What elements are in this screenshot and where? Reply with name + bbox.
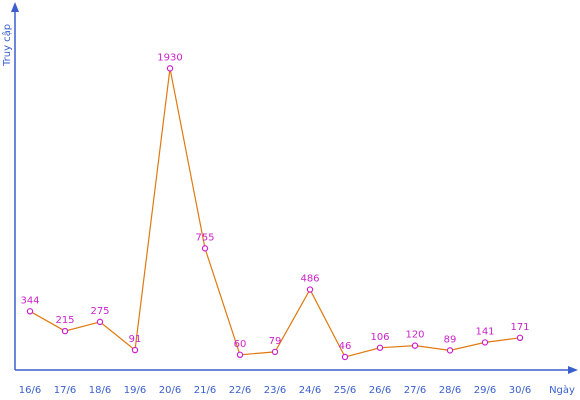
data-label: 275 — [90, 306, 109, 317]
data-point — [131, 346, 139, 354]
data-point — [236, 351, 244, 359]
data-label: 141 — [475, 326, 494, 337]
data-point — [306, 286, 314, 293]
data-point — [481, 339, 489, 346]
data-point — [61, 327, 69, 335]
x-tick-label: 28/6 — [439, 385, 461, 396]
axes: Truy cập Ngày — [1, 2, 578, 396]
data-point — [341, 353, 349, 361]
data-label: 344 — [20, 295, 39, 306]
data-label: 215 — [55, 315, 74, 326]
x-axis-arrow — [568, 366, 578, 374]
data-label: 755 — [195, 232, 214, 243]
x-tick-label: 19/6 — [124, 385, 146, 396]
x-tick-label: 18/6 — [89, 385, 111, 396]
x-tick-label: 22/6 — [229, 385, 251, 396]
data-point — [411, 342, 419, 349]
data-label: 1930 — [157, 52, 182, 63]
data-label: 60 — [234, 339, 247, 350]
x-tick-labels: 16/6 17/6 18/6 19/6 20/6 21/6 22/6 23/6 24/6 25/6… — [19, 385, 531, 396]
data-label: 46 — [339, 341, 352, 352]
x-tick-label: 24/6 — [299, 385, 321, 396]
x-tick-label: 26/6 — [369, 385, 391, 396]
data-point — [26, 308, 34, 315]
x-tick-label: 27/6 — [404, 385, 426, 396]
data-point — [201, 245, 209, 252]
x-tick-label: 17/6 — [54, 385, 76, 396]
x-tick-label: 21/6 — [194, 385, 216, 396]
data-label: 89 — [444, 334, 457, 345]
x-tick-label: 25/6 — [334, 385, 356, 396]
data-label: 486 — [300, 274, 319, 285]
y-axis-arrow — [11, 2, 19, 12]
data-label: 91 — [129, 334, 142, 345]
data-point — [96, 318, 104, 326]
x-tick-label: 23/6 — [264, 385, 286, 396]
data-label: 79 — [269, 336, 282, 347]
data-label: 171 — [510, 322, 529, 333]
y-axis-title: Truy cập — [1, 24, 13, 67]
data-labels: 344 215 275 91 1930 755 60 79 486 46 106 120 89 141 17… — [20, 52, 529, 352]
x-axis-title: Ngày — [549, 384, 575, 396]
data-label: 106 — [370, 332, 389, 343]
data-label: 120 — [405, 330, 424, 341]
data-point — [271, 348, 279, 356]
data-points — [26, 65, 524, 361]
x-tick-label: 20/6 — [159, 385, 181, 396]
data-point — [376, 344, 384, 351]
x-tick-label: 16/6 — [19, 385, 41, 396]
data-point — [516, 334, 524, 342]
x-tick-label: 29/6 — [474, 385, 496, 396]
data-point — [446, 347, 454, 354]
data-point — [166, 65, 174, 72]
x-tick-label: 30/6 — [509, 385, 531, 396]
